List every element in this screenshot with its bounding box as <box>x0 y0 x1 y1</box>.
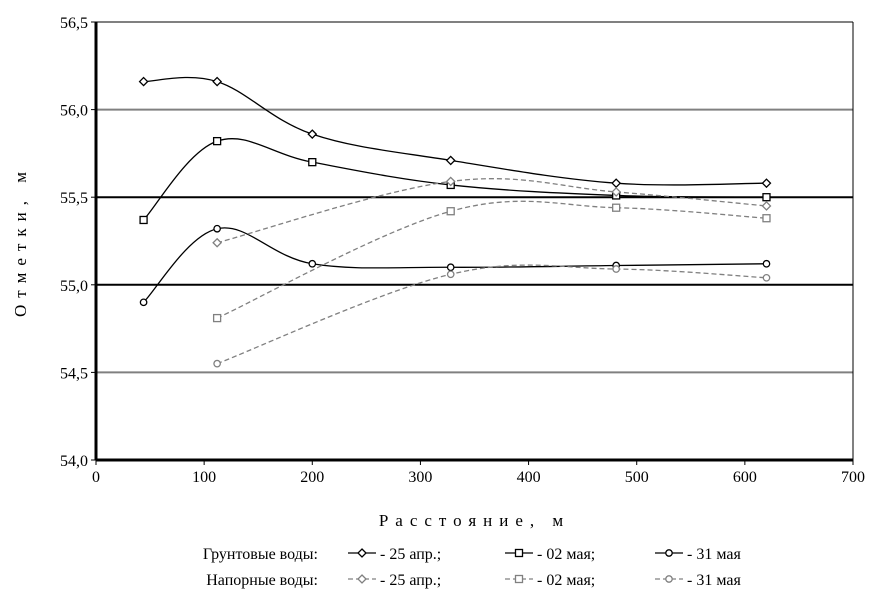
data-point <box>611 178 622 189</box>
gridlines <box>96 108 853 374</box>
data-point <box>308 259 317 268</box>
series-line <box>216 264 767 365</box>
legend-marker <box>514 574 524 584</box>
data-point <box>212 76 223 87</box>
data-point <box>446 207 455 216</box>
data-point <box>212 313 222 323</box>
x-tick-label: 0 <box>92 469 100 486</box>
y-tick-label: 56,0 <box>60 103 88 120</box>
x-tick-label: 600 <box>733 469 757 486</box>
x-tick-label: 500 <box>625 469 649 486</box>
x-axis-title: Расстояние, м <box>379 511 570 530</box>
data-point <box>446 263 455 272</box>
legend-entry-label: - 02 мая; <box>537 572 595 589</box>
data-point <box>762 214 771 223</box>
x-tick-label: 700 <box>841 469 865 486</box>
series-lines <box>143 76 767 365</box>
series-line <box>143 138 767 221</box>
data-point <box>139 215 148 225</box>
data-point <box>612 265 621 273</box>
data-point <box>139 298 148 307</box>
legend-entry-label: - 31 мая <box>687 572 741 589</box>
data-point <box>445 176 456 187</box>
x-tick-label: 400 <box>517 469 541 486</box>
data-point <box>446 270 455 279</box>
data-point <box>212 136 222 146</box>
data-point <box>761 178 772 189</box>
axes <box>94 21 854 462</box>
data-point <box>762 259 771 268</box>
data-point <box>762 193 771 202</box>
data-point <box>762 273 771 282</box>
legend-marker <box>665 549 673 557</box>
series-line <box>143 227 767 303</box>
legend-entry-label: - 25 апр.; <box>380 546 441 563</box>
legend-entry-label: - 02 мая; <box>537 546 595 563</box>
x-tick-label: 300 <box>408 469 432 486</box>
data-point <box>611 187 622 197</box>
data-point <box>307 129 318 140</box>
data-point <box>212 237 223 248</box>
legend-group-label: Напорные воды: <box>206 572 318 589</box>
x-tick-label: 200 <box>300 469 324 486</box>
series-line <box>143 76 767 186</box>
data-point <box>761 201 772 211</box>
tick-labels: 0 100 200 300 400 500 600 700 54,0 54,5 55,0 55,5 56… <box>60 15 865 486</box>
legend-entry-label: - 31 мая <box>687 546 741 563</box>
series-markers <box>138 76 772 368</box>
y-tick-label: 55,5 <box>60 190 88 207</box>
y-tick-label: 54,5 <box>60 365 88 382</box>
y-tick-label: 55,0 <box>60 278 88 295</box>
data-point <box>612 203 621 212</box>
legend-marker <box>357 574 367 584</box>
data-point <box>308 158 317 167</box>
series-line <box>216 200 767 319</box>
y-axis-title: Отметки, м <box>11 165 30 317</box>
data-point <box>213 359 221 368</box>
legend-group-label: Грунтовые воды: <box>203 546 318 563</box>
legend-entry-label: - 25 апр.; <box>380 572 441 589</box>
data-point <box>138 76 149 87</box>
y-tick-label: 54,0 <box>60 453 88 470</box>
legend-marker <box>514 548 524 558</box>
data-point <box>213 224 221 233</box>
data-point <box>445 155 456 166</box>
legend-marker <box>357 548 367 558</box>
legend-marker <box>665 575 673 583</box>
x-tick-label: 100 <box>192 469 216 486</box>
y-tick-label: 56,5 <box>60 15 88 32</box>
legend: Грунтовые воды: - 25 апр.; - 02 мая; - 31 м… <box>203 546 742 589</box>
